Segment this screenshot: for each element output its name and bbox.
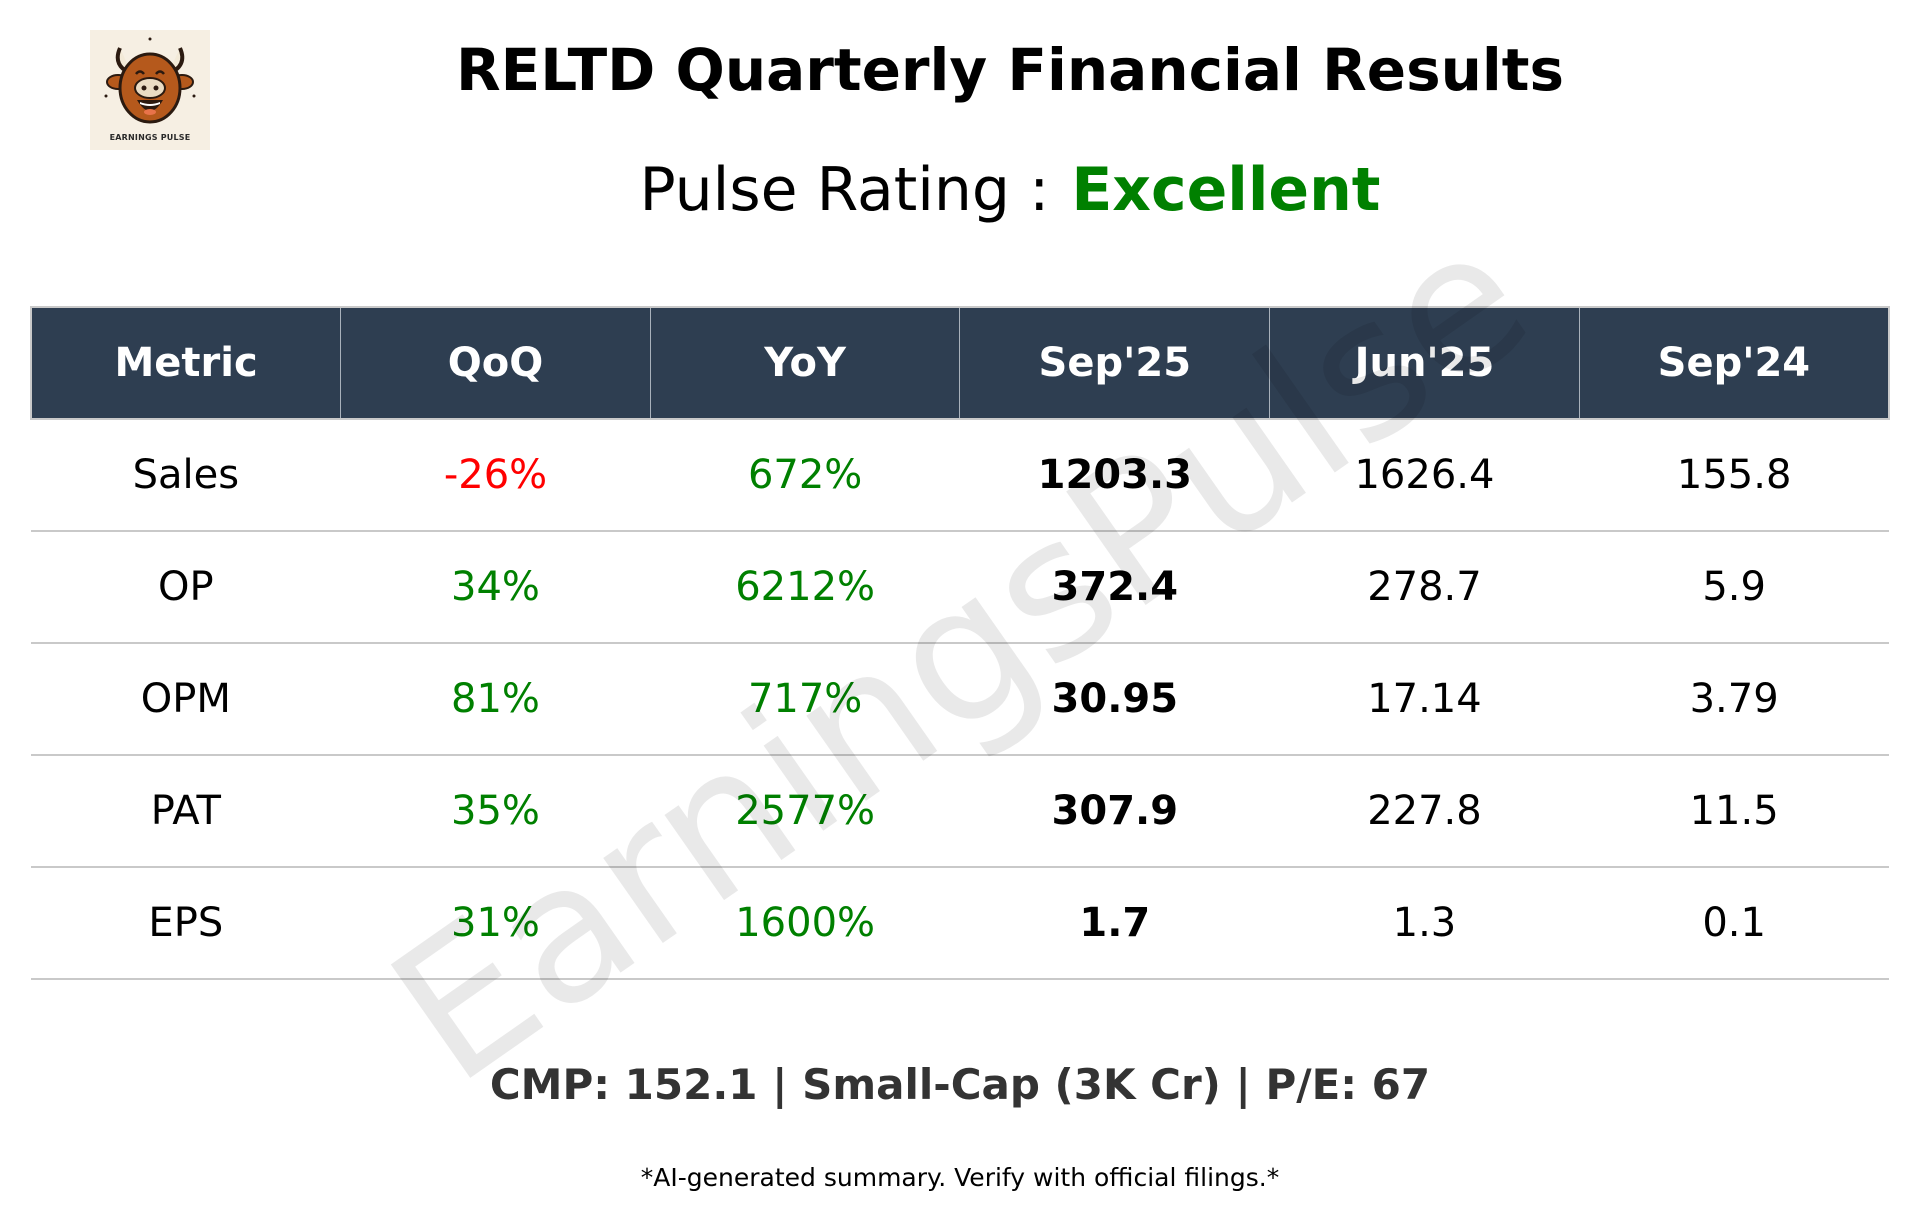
metric-cell: EPS xyxy=(31,867,341,980)
table-row: EPS 31% 1600% 1.7 1.3 0.1 xyxy=(31,867,1889,980)
page-title: RELTD Quarterly Financial Results xyxy=(455,36,1565,104)
jun25-cell: 17.14 xyxy=(1269,643,1580,756)
rating-value: Excellent xyxy=(1071,155,1381,225)
sep24-cell: 0.1 xyxy=(1579,867,1889,980)
earnings-pulse-logo: EARNINGS PULSE xyxy=(90,30,210,150)
jun25-cell: 227.8 xyxy=(1269,755,1580,868)
column-header-jun25: Jun'25 xyxy=(1269,306,1580,420)
sep24-cell: 11.5 xyxy=(1579,755,1889,868)
column-header-metric: Metric xyxy=(30,306,341,420)
market-summary: CMP: 152.1 | Small-Cap (3K Cr) | P/E: 67 xyxy=(489,1060,1431,1109)
yoy-cell: 6212% xyxy=(650,531,960,644)
column-header-yoy: YoY xyxy=(649,306,960,420)
sep25-cell: 30.95 xyxy=(959,643,1270,756)
qoq-cell: -26% xyxy=(340,419,651,532)
metric-cell: PAT xyxy=(31,755,341,868)
metric-cell: OP xyxy=(31,531,341,644)
column-header-qoq: QoQ xyxy=(340,306,651,420)
table-row: OP 34% 6212% 372.4 278.7 5.9 xyxy=(31,531,1889,644)
table-row: OPM 81% 717% 30.95 17.14 3.79 xyxy=(31,643,1889,756)
logo-text: EARNINGS PULSE xyxy=(109,133,191,142)
yoy-cell: 1600% xyxy=(650,867,960,980)
jun25-cell: 278.7 xyxy=(1269,531,1580,644)
column-header-sep24: Sep'24 xyxy=(1578,306,1890,420)
results-table: Metric QoQ YoY Sep'25 Jun'25 Sep'24 Sale… xyxy=(30,306,1890,980)
qoq-cell: 35% xyxy=(340,755,651,868)
table-row: Sales -26% 672% 1203.3 1626.4 155.8 xyxy=(31,419,1889,532)
sep24-cell: 5.9 xyxy=(1579,531,1889,644)
bull-mascot-icon xyxy=(104,37,196,124)
column-header-sep25: Sep'25 xyxy=(959,306,1270,420)
yoy-cell: 672% xyxy=(650,419,960,532)
yoy-cell: 2577% xyxy=(650,755,960,868)
sep24-cell: 155.8 xyxy=(1579,419,1889,532)
qoq-cell: 81% xyxy=(340,643,651,756)
sep25-cell: 1203.3 xyxy=(959,419,1270,532)
yoy-cell: 717% xyxy=(650,643,960,756)
metric-cell: OPM xyxy=(31,643,341,756)
disclaimer: *AI-generated summary. Verify with offic… xyxy=(640,1163,1280,1192)
rating-label: Pulse Rating : xyxy=(639,155,1050,225)
jun25-cell: 1626.4 xyxy=(1269,419,1580,532)
sep25-cell: 1.7 xyxy=(959,867,1270,980)
pulse-rating: Pulse Rating : Excellent xyxy=(0,155,1919,225)
qoq-cell: 31% xyxy=(340,867,651,980)
metric-cell: Sales xyxy=(31,419,341,532)
sep25-cell: 372.4 xyxy=(959,531,1270,644)
sep24-cell: 3.79 xyxy=(1579,643,1889,756)
table-header-row: Metric QoQ YoY Sep'25 Jun'25 Sep'24 xyxy=(30,306,1890,420)
sep25-cell: 307.9 xyxy=(959,755,1270,868)
qoq-cell: 34% xyxy=(340,531,651,644)
jun25-cell: 1.3 xyxy=(1269,867,1580,980)
table-row: PAT 35% 2577% 307.9 227.8 11.5 xyxy=(31,755,1889,868)
